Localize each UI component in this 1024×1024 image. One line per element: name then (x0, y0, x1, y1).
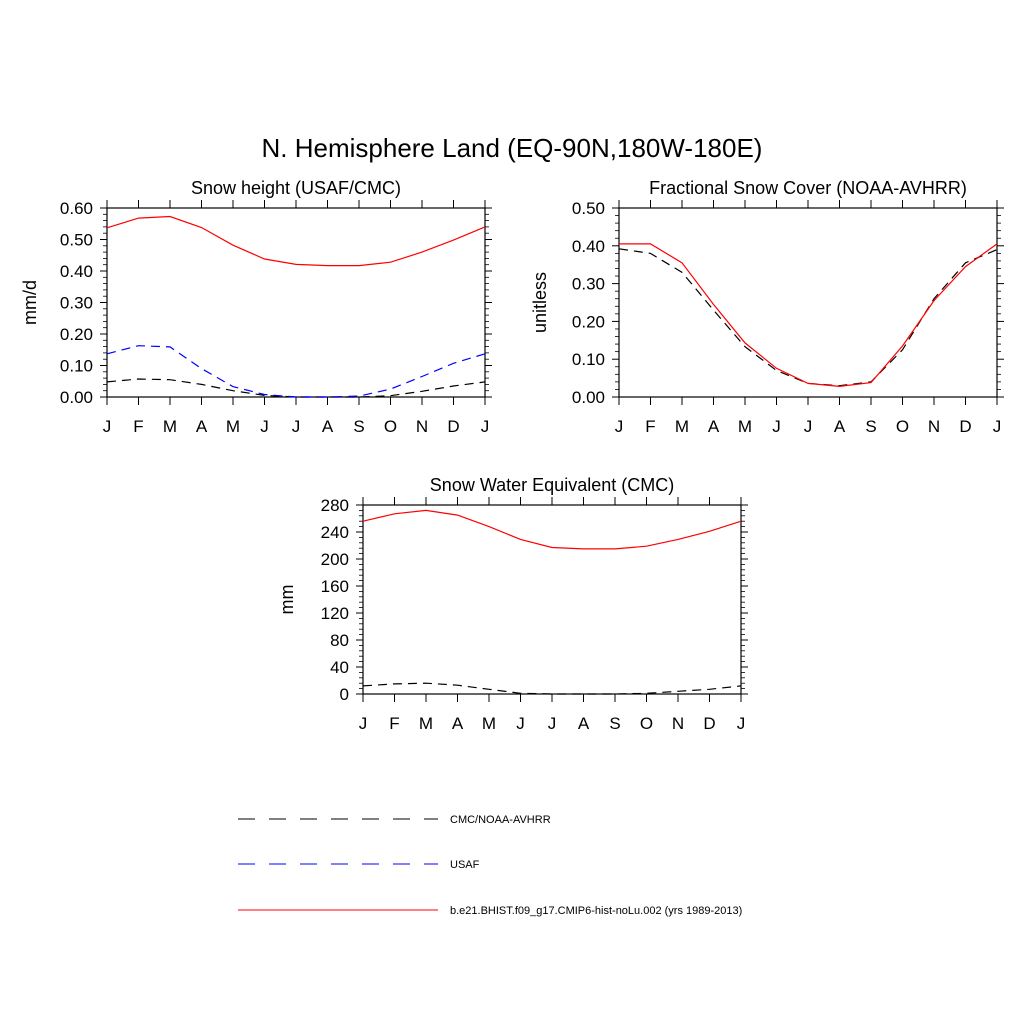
x-tick-label: D (959, 417, 971, 436)
y-tick-label: 0.20 (60, 325, 93, 344)
legend-item: b.e21.BHIST.f09_g17.CMIP6-hist-noLu.002 … (238, 905, 742, 917)
x-tick-label: O (896, 417, 909, 436)
x-tick-label: M (226, 417, 240, 436)
x-tick-label: A (452, 714, 464, 733)
x-tick-label: M (738, 417, 752, 436)
y-axis-label: mm/d (20, 280, 40, 325)
y-tick-label: 0.50 (60, 231, 93, 250)
series-line-0 (362, 682, 742, 695)
y-tick-label: 120 (321, 604, 349, 623)
x-tick-label: A (834, 417, 846, 436)
legend: CMC/NOAA-AVHRR USAF b.e21.BHIST.f09_g17.CM… (238, 814, 742, 917)
plot-frame (106, 207, 486, 398)
x-tick-label: D (447, 417, 459, 436)
x-tick-label: J (737, 714, 746, 733)
panels: Snow height (USAF/CMC) mm/d 0.00 0.10 0.20 0.… (20, 178, 1004, 733)
x-tick-label: N (928, 417, 940, 436)
series-line-1 (106, 345, 486, 398)
series-line-1 (619, 243, 998, 388)
y-tick-label: 0.30 (60, 294, 93, 313)
y-tick-label: 0.00 (60, 388, 93, 407)
y-tick-label: 0.40 (572, 237, 605, 256)
x-tick-label: S (865, 417, 876, 436)
x-tick-label: S (609, 714, 620, 733)
x-tick-label: J (615, 417, 624, 436)
x-tick-label: A (708, 417, 720, 436)
y-tick-label: 40 (330, 658, 349, 677)
y-tick-label: 0.40 (60, 262, 93, 281)
y-tick-label: 0.10 (572, 350, 605, 369)
panel-title: Fractional Snow Cover (NOAA-AVHRR) (649, 178, 967, 198)
x-tick-label: J (516, 714, 525, 733)
series-line-0 (618, 248, 998, 387)
x-tick-label: J (481, 417, 490, 436)
legend-item: CMC/NOAA-AVHRR (238, 814, 551, 826)
x-tick-label: A (322, 417, 334, 436)
y-tick-label: 80 (330, 631, 349, 650)
x-tick-label: S (353, 417, 364, 436)
x-tick-label: J (359, 714, 368, 733)
plot-frame (618, 207, 998, 398)
x-tick-label: N (416, 417, 428, 436)
x-tick-label: J (260, 417, 269, 436)
x-tick-label: M (675, 417, 689, 436)
x-tick-label: F (645, 417, 655, 436)
y-tick-label: 0.50 (572, 199, 605, 218)
x-tick-label: O (640, 714, 653, 733)
series-line-1 (362, 509, 742, 550)
figure-title: N. Hemisphere Land (EQ-90N,180W-180E) (262, 133, 763, 163)
y-axis-label: unitless (530, 272, 550, 333)
y-tick-label: 0.20 (572, 312, 605, 331)
y-tick-label: 280 (321, 496, 349, 515)
x-tick-label: J (993, 417, 1002, 436)
x-tick-label: F (389, 714, 399, 733)
legend-label: USAF (450, 859, 480, 871)
y-tick-label: 0.00 (572, 388, 605, 407)
x-tick-label: M (482, 714, 496, 733)
legend-label: b.e21.BHIST.f09_g17.CMIP6-hist-noLu.002 … (450, 905, 742, 917)
snow-height-panel: Snow height (USAF/CMC) mm/d 0.00 0.10 0.20 0.… (20, 178, 492, 436)
x-tick-label: A (578, 714, 590, 733)
y-axis-label: mm (277, 585, 297, 615)
x-tick-label: M (163, 417, 177, 436)
x-tick-label: J (292, 417, 301, 436)
x-tick-label: J (772, 417, 781, 436)
y-tick-label: 0.60 (60, 199, 93, 218)
x-tick-label: A (196, 417, 208, 436)
y-tick-label: 200 (321, 550, 349, 569)
panel-title: Snow Water Equivalent (CMC) (430, 475, 674, 495)
x-tick-label: F (133, 417, 143, 436)
y-tick-label: 0.30 (572, 275, 605, 294)
series-line-0 (106, 378, 486, 398)
plot-frame (362, 504, 742, 695)
y-tick-label: 160 (321, 577, 349, 596)
y-tick-label: 0 (340, 685, 349, 704)
y-tick-label: 0.10 (60, 357, 93, 376)
x-tick-label: J (804, 417, 813, 436)
x-tick-label: J (103, 417, 112, 436)
snow-cover-panel: Fractional Snow Cover (NOAA-AVHRR) unitle… (530, 178, 1004, 436)
panel-title: Snow height (USAF/CMC) (191, 178, 401, 198)
x-tick-label: M (419, 714, 433, 733)
legend-label: CMC/NOAA-AVHRR (450, 814, 551, 826)
x-tick-label: D (703, 714, 715, 733)
swe-panel: Snow Water Equivalent (CMC) mm 0 40 80 120 160… (277, 475, 748, 733)
x-tick-label: O (384, 417, 397, 436)
legend-item: USAF (238, 859, 480, 871)
y-tick-label: 240 (321, 523, 349, 542)
x-tick-label: N (672, 714, 684, 733)
series-line-2 (106, 215, 486, 267)
x-tick-label: J (548, 714, 557, 733)
